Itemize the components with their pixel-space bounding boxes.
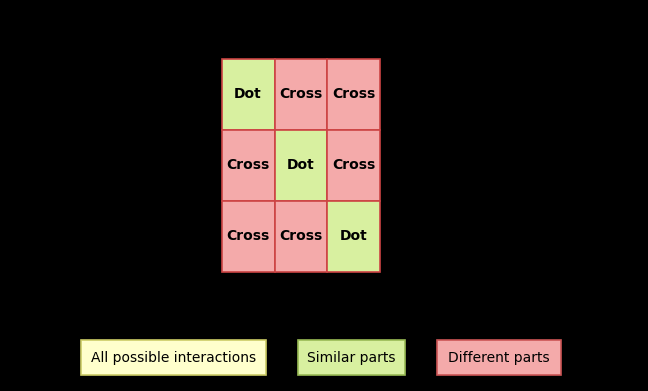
Text: Cross: Cross bbox=[279, 87, 323, 101]
FancyBboxPatch shape bbox=[437, 340, 561, 375]
Text: All possible interactions: All possible interactions bbox=[91, 351, 256, 365]
FancyBboxPatch shape bbox=[327, 201, 380, 272]
FancyBboxPatch shape bbox=[275, 201, 327, 272]
FancyBboxPatch shape bbox=[222, 201, 275, 272]
FancyBboxPatch shape bbox=[298, 340, 405, 375]
FancyBboxPatch shape bbox=[275, 59, 327, 130]
Text: Cross: Cross bbox=[279, 229, 323, 243]
FancyBboxPatch shape bbox=[222, 59, 275, 130]
Text: Different parts: Different parts bbox=[448, 351, 550, 365]
Text: Similar parts: Similar parts bbox=[307, 351, 396, 365]
FancyBboxPatch shape bbox=[81, 340, 266, 375]
FancyBboxPatch shape bbox=[327, 130, 380, 201]
Text: Dot: Dot bbox=[234, 87, 262, 101]
Text: Cross: Cross bbox=[332, 87, 376, 101]
Text: Cross: Cross bbox=[226, 158, 270, 172]
Text: Cross: Cross bbox=[332, 158, 376, 172]
Text: Cross: Cross bbox=[226, 229, 270, 243]
Text: Dot: Dot bbox=[287, 158, 315, 172]
FancyBboxPatch shape bbox=[222, 130, 275, 201]
FancyBboxPatch shape bbox=[275, 130, 327, 201]
Text: Dot: Dot bbox=[340, 229, 368, 243]
FancyBboxPatch shape bbox=[327, 59, 380, 130]
